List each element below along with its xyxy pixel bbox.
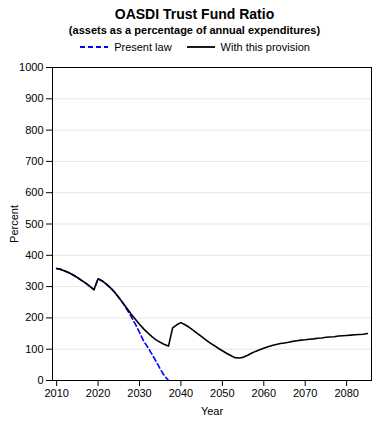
svg-text:500: 500: [25, 218, 43, 230]
svg-text:Year: Year: [201, 405, 224, 417]
svg-text:100: 100: [25, 343, 43, 355]
svg-text:2010: 2010: [44, 387, 68, 399]
svg-text:400: 400: [25, 249, 43, 261]
html-text:OASDI Trust Fund Ratio: OASDI Trust Fund Ratio: [114, 6, 275, 22]
html-text:Present law: Present law: [114, 41, 172, 53]
svg-text:1000: 1000: [19, 61, 43, 73]
svg-text:900: 900: [25, 92, 43, 104]
svg-text:600: 600: [25, 186, 43, 198]
svg-text:2080: 2080: [334, 387, 358, 399]
svg-text:2070: 2070: [293, 387, 317, 399]
html-text:With this provision: With this provision: [220, 41, 310, 53]
svg-text:2050: 2050: [210, 387, 234, 399]
svg-text:800: 800: [25, 124, 43, 136]
svg-text:2060: 2060: [252, 387, 276, 399]
svg-text:2020: 2020: [86, 387, 110, 399]
svg-text:200: 200: [25, 311, 43, 323]
svg-text:0: 0: [37, 374, 43, 386]
svg-text:Percent: Percent: [8, 205, 20, 243]
svg-text:2030: 2030: [127, 387, 151, 399]
html-text:(assets as a percentage of ann: (assets as a percentage of annual expend…: [68, 24, 321, 36]
svg-text:300: 300: [25, 280, 43, 292]
svg-text:700: 700: [25, 155, 43, 167]
svg-text:2040: 2040: [169, 387, 193, 399]
